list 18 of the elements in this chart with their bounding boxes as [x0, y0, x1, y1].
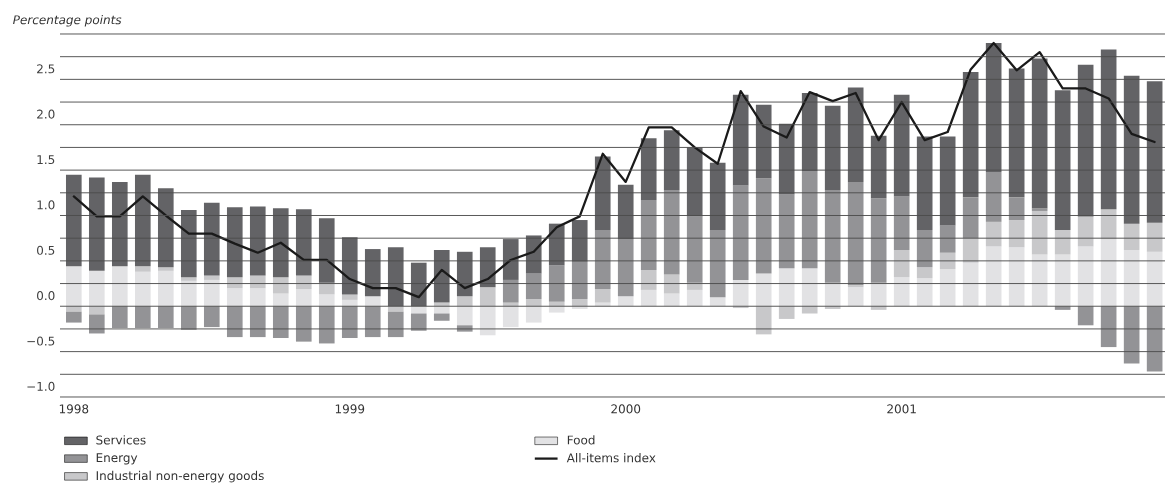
y-tick-label: 2.5 [37, 64, 55, 74]
y-tick-label: 2.0 [37, 109, 55, 119]
y-tick-label: 0.5 [37, 245, 55, 255]
y-tick-label: 0.0 [37, 291, 55, 301]
y-tick-label: −1.0 [27, 381, 55, 391]
legend-label: Industrial non-energy goods [96, 470, 264, 483]
y-tick-label: 1.5 [37, 155, 55, 165]
x-tick-label: 1999 [335, 404, 365, 414]
x-tick-label: 2000 [611, 404, 641, 414]
x-tick-label: 1998 [59, 404, 89, 414]
y-tick-label: 1.0 [37, 200, 55, 210]
legend-label: Food [567, 435, 595, 445]
y-tick-label: −0.5 [27, 336, 55, 346]
legend-label: Energy [96, 453, 138, 465]
x-tick-label: 2001 [887, 404, 916, 414]
legend-label: Services [96, 435, 146, 445]
y-axis-title: Percentage points [13, 15, 122, 27]
legend-label: All-items index [566, 453, 656, 463]
